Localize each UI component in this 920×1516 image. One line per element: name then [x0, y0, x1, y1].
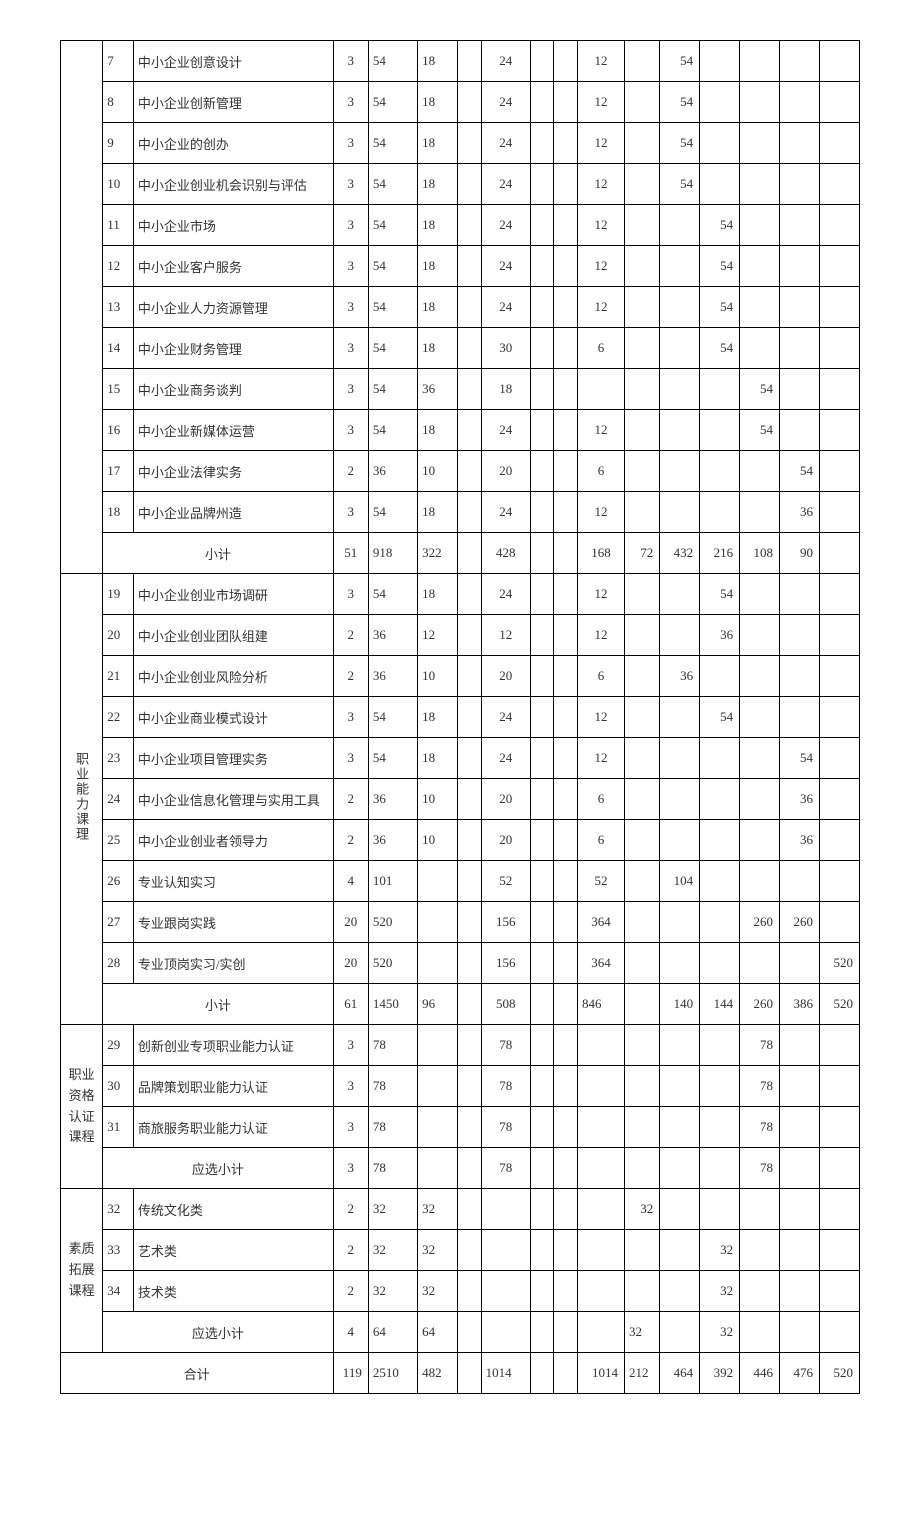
subtotal-row: 应选小计3787878	[61, 1148, 860, 1189]
table-row: 13中小企业人力资源管理35418241254	[61, 287, 860, 328]
table-row: 16中小企业新媒体运营35418241254	[61, 410, 860, 451]
table-row: 33艺术类2323232	[61, 1230, 860, 1271]
curriculum-table: 7中小企业创意设计354182412548中小企业创新管理35418241254…	[60, 40, 860, 1394]
section-3-label: 职业资格认证课程	[61, 1025, 103, 1189]
table-row: 25中小企业创业者领导力2361020636	[61, 820, 860, 861]
table-row: 22中小企业商业模式设计35418241254	[61, 697, 860, 738]
table-row: 28专业顶岗实习/实创20520156364520	[61, 943, 860, 984]
section-1-label	[61, 41, 103, 574]
table-row: 31商旅服务职业能力认证3787878	[61, 1107, 860, 1148]
subtotal-row: 小计61145096508846140144260386520	[61, 984, 860, 1025]
table-row: 8中小企业创新管理35418241254	[61, 82, 860, 123]
table-row: 职业能力课理19中小企业创业市场调研35418241254	[61, 574, 860, 615]
table-row: 14中小企业财务管理3541830654	[61, 328, 860, 369]
table-row: 7中小企业创意设计35418241254	[61, 41, 860, 82]
table-row: 26专业认知实习41015252104	[61, 861, 860, 902]
table-row: 11中小企业市场35418241254	[61, 205, 860, 246]
table-row: 10中小企业创业机会识别与评估35418241254	[61, 164, 860, 205]
table-row: 职业资格认证课程29创新创业专项职业能力认证3787878	[61, 1025, 860, 1066]
grand-total-row: 合计119251048210141014212464392446476520	[61, 1353, 860, 1394]
table-row: 17中小企业法律实务2361020654	[61, 451, 860, 492]
table-row: 9中小企业的创办35418241254	[61, 123, 860, 164]
table-row: 27专业跟岗实践20520156364260260	[61, 902, 860, 943]
table-row: 12中小企业客户服务35418241254	[61, 246, 860, 287]
table-row: 15中小企业商务谈判354361854	[61, 369, 860, 410]
table-row: 30品牌策划职业能力认证3787878	[61, 1066, 860, 1107]
table-row: 21中小企业创业风险分析2361020636	[61, 656, 860, 697]
section-4-label: 素质拓展课程	[61, 1189, 103, 1353]
table-row: 34技术类2323232	[61, 1271, 860, 1312]
table-row: 23中小企业项目管理实务35418241254	[61, 738, 860, 779]
section-2-label: 职业能力课理	[61, 574, 103, 1025]
table-row: 素质拓展课程32传统文化类2323232	[61, 1189, 860, 1230]
subtotal-row: 应选小计464643232	[61, 1312, 860, 1353]
subtotal-row: 小计519183224281687243221610890	[61, 533, 860, 574]
table-row: 20中小企业创业团队组建23612121236	[61, 615, 860, 656]
table-row: 24中小企业信息化管理与实用工具2361020636	[61, 779, 860, 820]
table-row: 18中小企业品牌州造35418241236	[61, 492, 860, 533]
